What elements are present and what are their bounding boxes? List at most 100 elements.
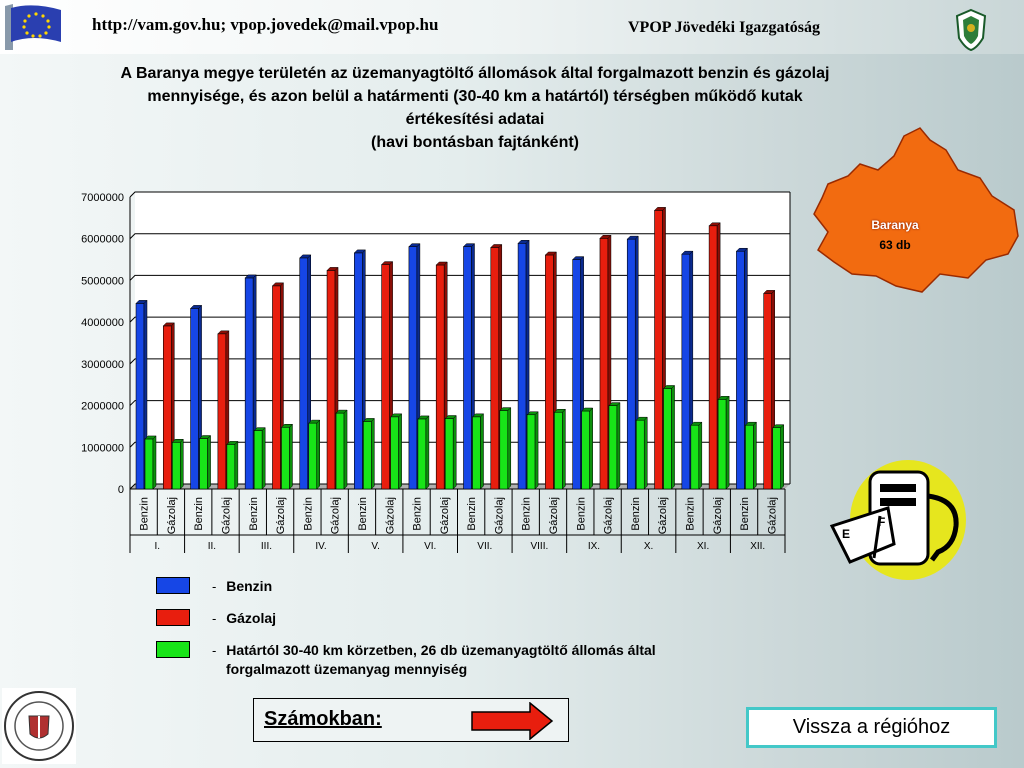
chart-x-fuel-label: Gázolaj: [657, 497, 669, 534]
szamokban-label: Számokban:: [264, 708, 382, 730]
map-county-label: Baranya: [871, 218, 919, 232]
bar-border-zone: [608, 401, 621, 490]
bar-border-zone: [662, 384, 676, 490]
chart-x-month-label: XI.: [697, 541, 709, 552]
bar-border-zone: [390, 413, 403, 490]
chart-floor: [130, 484, 790, 489]
chart-x-fuel-label: Benzin: [684, 497, 696, 531]
svg-text:E: E: [842, 527, 850, 541]
szamokban-button[interactable]: Számokban:: [253, 698, 569, 742]
bar-border-zone: [581, 407, 594, 490]
chart-x-fuel-label: Benzin: [630, 497, 642, 531]
page-title: A Baranya megye területén az üzemanyagtö…: [20, 62, 930, 154]
chart-x-fuel-label: Gázolaj: [548, 497, 560, 534]
chart-gridline: [129, 483, 790, 490]
eu-flag-icon: [5, 4, 61, 50]
legend-swatch-gazolaj: [156, 609, 190, 626]
back-to-region-button[interactable]: Vissza a régióhoz: [746, 707, 997, 748]
bar-border-zone: [526, 411, 539, 490]
title-line-2: mennyisége, és azon belül a határmenti (…: [147, 88, 803, 105]
chart-x-month-label: XII.: [750, 541, 765, 552]
chart-x-fuel-label: Benzin: [248, 497, 260, 531]
chart-x-month-label: X.: [644, 541, 653, 552]
chart-x-fuel-label: Gázolaj: [221, 497, 233, 534]
chart-x-fuel-label: Gázolaj: [439, 497, 451, 534]
header-org-name: VPOP Jövedéki Igazgatóság: [628, 19, 820, 36]
bar-border-zone: [280, 423, 294, 490]
monthly-fuel-bar-chart: 0 1000000 2000000 3000000 4000000 5000000 6000…: [81, 191, 791, 553]
bar-border-zone: [444, 414, 457, 490]
legend-item-gazolaj: - Gázolaj: [156, 609, 276, 628]
bar-border-zone: [471, 413, 485, 490]
chart-x-fuel-label: Benzin: [739, 497, 751, 531]
bar-border-zone: [499, 406, 512, 490]
header-bar: [0, 0, 1024, 54]
vpop-emblem-icon: [955, 8, 987, 52]
bar-border-zone: [144, 435, 157, 490]
map-station-count: 63 db: [879, 238, 911, 252]
chart-x-fuel-label: Gázolaj: [166, 497, 178, 534]
chart-y-tick-label: 1000000: [81, 442, 124, 454]
legend-item-benzin: - Benzin: [156, 577, 272, 596]
chart-x-month-label: III.: [261, 541, 272, 552]
baranya-map-shape: [813, 127, 1019, 293]
bar-border-zone: [171, 438, 184, 490]
legend-label-gazolaj: Gázolaj: [226, 610, 277, 626]
chart-y-tick-label: 3000000: [81, 359, 124, 371]
arrow-right-icon[interactable]: [470, 702, 554, 740]
chart-x-month-label: II.: [208, 541, 216, 552]
chart-x-fuel-label: Gázolaj: [493, 497, 505, 534]
legend-swatch-benzin: [156, 577, 190, 594]
chart-y-tick-label: 0: [118, 484, 124, 496]
chart-x-fuel-label: Benzin: [302, 497, 314, 531]
legend-label-border-zone-line2: forgalmazott üzemanyag mennyiség: [226, 661, 468, 677]
legend-swatch-border-zone: [156, 641, 190, 658]
chart-x-month-label: I.: [155, 541, 161, 552]
bar-border-zone: [198, 434, 212, 490]
chart-x-fuel-label: Gázolaj: [275, 497, 287, 534]
chart-x-fuel-label: Benzin: [139, 497, 151, 531]
header-url[interactable]: http://vam.gov.hu; vpop.jovedek@mail.vpo…: [92, 15, 439, 34]
chart-x-month-label: IX.: [588, 541, 600, 552]
chart-x-month-label: VI.: [424, 541, 436, 552]
bar-border-zone: [335, 409, 348, 490]
bar-border-zone: [744, 421, 758, 490]
chart-x-month-label: VII.: [477, 541, 492, 552]
legend-label-border-zone: Határtól 30-40 km körzetben, 26 db üzema…: [226, 642, 656, 658]
chart-x-fuel-label: Benzin: [466, 497, 478, 531]
chart-x-fuel-label: Benzin: [575, 497, 587, 531]
chart-x-fuel-label: Gázolaj: [384, 497, 396, 534]
title-line-1: A Baranya megye területén az üzemanyagtö…: [120, 65, 830, 82]
chart-x-fuel-label: Gázolaj: [766, 497, 778, 534]
chart-gridline: [129, 274, 790, 281]
bar-border-zone: [690, 421, 703, 490]
chart-gridline: [129, 191, 790, 198]
bar-border-zone: [308, 419, 321, 490]
bar-border-zone: [253, 426, 266, 490]
anniversary-badge-icon: [2, 688, 76, 764]
chart-gridline: [129, 400, 790, 406]
chart-x-fuel-label: Benzin: [357, 497, 369, 531]
fuel-pump-icon: E F: [829, 460, 966, 580]
chart-x-month-label: IV.: [315, 541, 326, 552]
chart-gridline: [129, 233, 790, 240]
bar-border-zone: [553, 408, 566, 490]
bar-border-zone: [417, 415, 430, 490]
chart-x-fuel-label: Gázolaj: [330, 497, 342, 534]
legend-dash: -: [212, 579, 217, 594]
chart-x-month-label: V.: [371, 541, 380, 552]
chart-plot-area: [130, 192, 790, 489]
bar-border-zone: [362, 417, 375, 490]
chart-x-fuel-label: Benzin: [412, 497, 424, 531]
chart-y-tick-label: 6000000: [81, 234, 124, 246]
chart-gridline: [129, 441, 790, 448]
baranya-map: [813, 127, 1019, 293]
legend-label-benzin: Benzin: [226, 578, 273, 594]
chart-x-fuel-label: Gázolaj: [712, 497, 724, 534]
bar-border-zone: [717, 395, 730, 490]
chart-x-fuel-label: Benzin: [521, 497, 533, 531]
bar-border-zone: [226, 440, 239, 490]
chart-y-tick-label: 2000000: [81, 401, 124, 413]
bar-border-zone: [772, 424, 785, 490]
chart-gridline: [129, 358, 790, 365]
